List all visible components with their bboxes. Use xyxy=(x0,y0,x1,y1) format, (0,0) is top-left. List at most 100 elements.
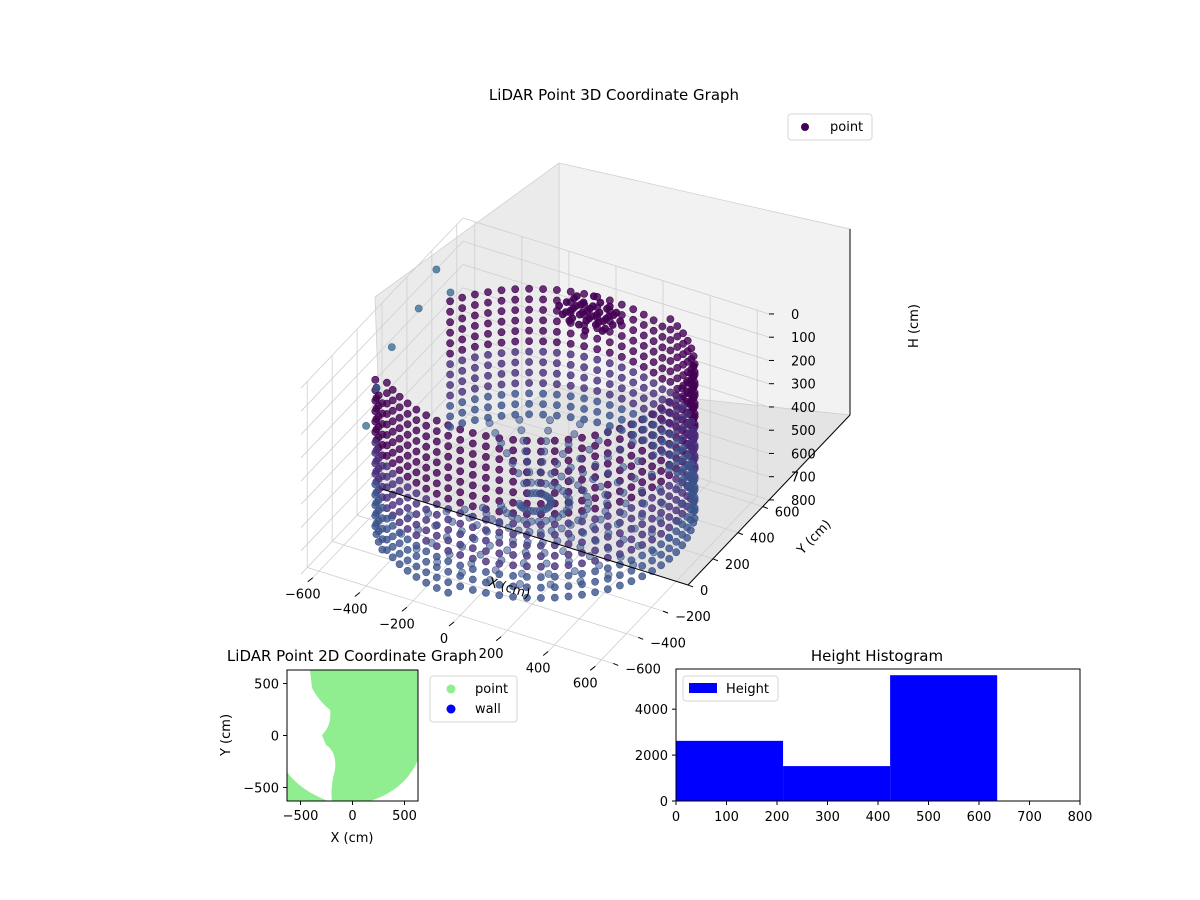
ticks-2d: −500 0 500 −500 0 500 xyxy=(243,678,417,824)
lidar-point xyxy=(534,478,543,487)
lidar-point xyxy=(484,382,492,391)
lidar-point xyxy=(648,462,656,471)
lidar-point xyxy=(422,557,431,566)
lidar-point xyxy=(603,438,612,447)
lidar-point xyxy=(516,580,524,588)
lidar-point xyxy=(481,452,490,461)
lidar-point xyxy=(470,353,479,362)
lidar-point xyxy=(422,578,431,587)
lidar-point xyxy=(605,317,614,326)
lidar-point xyxy=(672,495,681,504)
lidar-point xyxy=(553,338,561,347)
lidar-point xyxy=(629,368,638,376)
lidar-point xyxy=(649,316,658,325)
lidar-point xyxy=(497,411,506,420)
lidar-point xyxy=(539,379,547,388)
lidar-point xyxy=(566,350,575,359)
y-tick-label: 0 xyxy=(700,584,708,599)
lidar-point xyxy=(564,582,573,590)
lidar-point xyxy=(511,379,520,388)
lidar-point xyxy=(458,335,467,344)
lidar-point xyxy=(665,544,674,553)
lidar-point xyxy=(539,337,547,346)
lidar-point xyxy=(580,321,588,330)
lidar-point xyxy=(412,562,421,571)
lidar-point xyxy=(525,368,533,377)
lidar-point xyxy=(422,526,431,535)
legend-point-marker xyxy=(801,123,809,131)
histogram-bars xyxy=(676,675,998,801)
lidar-point xyxy=(520,516,529,525)
lidar-point xyxy=(371,490,380,499)
lidar-point xyxy=(550,447,559,455)
lidar-point xyxy=(603,480,612,489)
histogram-bar xyxy=(783,766,891,801)
y-tick-label: 200 xyxy=(725,558,750,573)
x-tick-label-2d: 0 xyxy=(348,809,356,824)
plot-2d-area: −500 0 500 −500 0 500 xyxy=(243,669,419,824)
lidar-point xyxy=(537,573,545,581)
lidar-point xyxy=(617,384,626,393)
lidar-point xyxy=(458,314,467,323)
histogram-bar xyxy=(890,675,998,801)
lidar-point xyxy=(672,548,681,557)
lidar-point xyxy=(470,290,479,299)
lidar-point xyxy=(412,457,421,466)
lidar-point xyxy=(604,453,612,462)
lidar-point xyxy=(603,522,612,531)
lidar-point xyxy=(666,367,675,376)
lidar-point xyxy=(596,482,605,491)
lidar-point xyxy=(511,327,520,335)
histogram-x-tick-label: 800 xyxy=(1068,810,1093,825)
lidar-point xyxy=(566,521,575,529)
lidar-point xyxy=(666,357,675,365)
lidar-point xyxy=(388,542,397,551)
lidar-point xyxy=(422,453,431,462)
z-tick-label: 400 xyxy=(791,401,816,416)
lidar-point xyxy=(511,337,520,346)
lidar-point xyxy=(629,430,638,439)
lidar-point xyxy=(412,416,421,424)
lidar-point xyxy=(603,564,612,573)
lidar-point xyxy=(444,578,453,587)
lidar-point xyxy=(497,328,506,337)
lidar-point xyxy=(558,310,567,319)
lidar-point xyxy=(456,446,465,455)
lidar-point xyxy=(666,440,675,449)
lidar-point xyxy=(629,420,638,429)
lidar-point xyxy=(458,398,467,407)
lidar-point xyxy=(403,430,412,439)
lidar-point xyxy=(509,435,517,444)
lidar-point xyxy=(456,488,465,497)
lidar-point xyxy=(580,352,588,361)
lidar-point xyxy=(566,319,575,327)
lidar-point xyxy=(649,431,658,440)
lidar-point xyxy=(673,395,682,404)
lidar-point xyxy=(570,567,579,576)
lidar-point xyxy=(616,456,624,464)
lidar-point xyxy=(456,435,465,444)
lidar-point xyxy=(458,568,466,577)
lidar-point xyxy=(566,392,575,401)
lidar-point xyxy=(627,504,636,512)
x-axis-line xyxy=(381,488,689,586)
lidar-point xyxy=(640,499,649,508)
lidar-point xyxy=(470,311,479,320)
lidar-point xyxy=(550,436,559,445)
lidar-point xyxy=(617,405,626,414)
lidar-point xyxy=(627,451,636,460)
lidar-point xyxy=(593,292,602,301)
lidar-point xyxy=(553,537,562,545)
z-tick-label: 100 xyxy=(791,331,816,346)
lidar-point xyxy=(593,407,602,416)
lidar-point xyxy=(666,325,675,334)
lidar-point xyxy=(542,559,551,568)
lidar-point xyxy=(603,499,611,507)
lidar-point xyxy=(456,456,465,465)
lidar-point xyxy=(604,469,613,478)
legend-wall-marker xyxy=(446,704,456,714)
lidar-point xyxy=(456,477,465,486)
lidar-point xyxy=(637,486,646,495)
lidar-point xyxy=(406,511,414,520)
lidar-point xyxy=(666,461,675,470)
